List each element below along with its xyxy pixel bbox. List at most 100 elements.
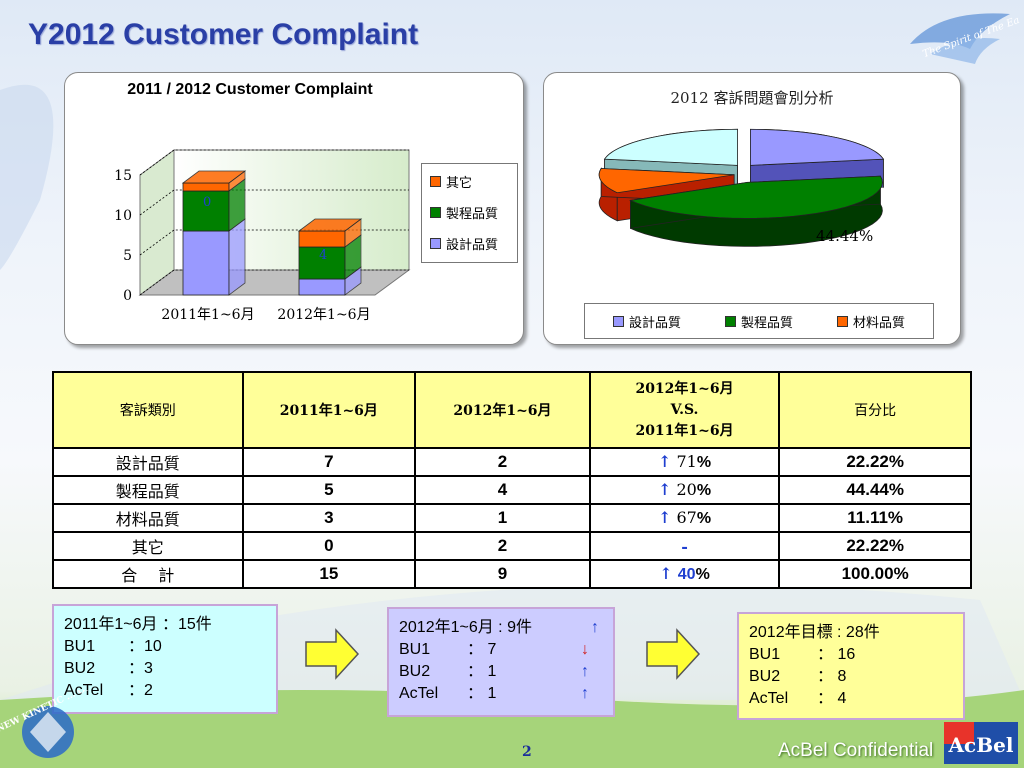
cell-2011: 5 — [241, 475, 417, 505]
pie-chart-title: 2012 客訴問題會別分析 — [670, 89, 834, 107]
legend-swatch — [612, 315, 624, 327]
unit-count: ：3 — [128, 660, 153, 677]
legend-item-material: 材料品質 — [836, 312, 905, 331]
vs-value: - — [681, 536, 688, 556]
bar-chart-panel: 2011 / 2012 Customer Complaint 0 5 10 15 0 20… — [64, 72, 524, 345]
unit-name: BU1 — [399, 641, 431, 658]
confidential-label: AcBel Confidential — [778, 740, 934, 761]
table-row: 合 計 15 9 ↑ 40% 100.00% — [52, 559, 972, 589]
y-tick-label: 10 — [114, 208, 132, 224]
summary-2012-total-text: 2012年1~6月 : 9件 — [399, 619, 532, 636]
cell-vs: ↑ 67% — [588, 503, 781, 533]
legend-swatch — [724, 315, 736, 327]
vs-percent-sign: % — [695, 566, 710, 583]
legend-swatch — [430, 238, 441, 249]
cell-2012: 2 — [414, 531, 591, 561]
acbel-logo: AcBel — [944, 722, 1018, 764]
pie-chart-panel: 2012 客訴問題會別分析 44.44% 設計品質 製程品質 材料品質 — [543, 72, 961, 345]
header-2011: 2011年1~6月 — [241, 371, 417, 449]
complaint-table: 客訴類別 2011年1~6月 2012年1~6月 2012年1~6月 V.S. … — [52, 371, 972, 589]
eagle-logo: The Spirit of The Eagle — [910, 10, 1020, 64]
header-vs-line3: 2011年1~6月 — [635, 422, 734, 439]
summary-2012-total: 2012年1~6月 : 9件 ↑ — [399, 617, 603, 639]
cell-2012: 1 — [414, 503, 591, 533]
legend-label: 其它 — [446, 176, 473, 191]
up-arrow-icon: ↑ — [581, 663, 589, 680]
legend-item-other: 其它 — [422, 166, 517, 197]
unit-name: BU2 — [399, 663, 431, 680]
cell-2011: 0 — [241, 531, 417, 561]
cell-2012: 4 — [414, 475, 591, 505]
cell-category: 合 計 — [52, 559, 244, 589]
vs-value: 20 — [676, 480, 697, 499]
legend-label: 設計品質 — [628, 315, 681, 331]
table-row: 設計品質 7 2 ↑ 71% 22.22% — [52, 447, 972, 477]
unit-count: ： 1 — [467, 663, 497, 680]
bar-front — [298, 246, 346, 280]
bar-chart: 0 5 10 15 0 2011年1~6月 4 2012年1~6月 — [114, 149, 411, 323]
unit-count: ： 7 — [467, 641, 497, 658]
unit-name: BU2 — [64, 660, 96, 677]
bar-front — [182, 230, 230, 296]
summary-row: BU2 ：3 — [64, 658, 266, 680]
cell-percentage: 11.11% — [778, 503, 972, 533]
cell-percentage: 100.00% — [778, 559, 972, 589]
right-arrow-icon — [646, 628, 701, 680]
legend-item-process: 製程品質 — [724, 312, 793, 331]
legend-label: 製程品質 — [446, 207, 499, 222]
summary-2012-box: 2012年1~6月 : 9件 ↑ BU1 ： 7 ↓ BU2 ： 1 ↑ AcTel ： 1 ↑ — [387, 607, 615, 717]
bar-side — [228, 218, 246, 296]
cell-percentage: 22.22% — [778, 447, 972, 477]
up-arrow-icon: ↑ — [581, 685, 589, 702]
y-tick-label: 15 — [114, 168, 132, 184]
header-vs-line2: V.S. — [670, 401, 699, 418]
pie-data-label: 44.44% — [816, 227, 873, 245]
cell-vs: ↑ 71% — [588, 447, 781, 477]
header-vs: 2012年1~6月 V.S. 2011年1~6月 — [588, 371, 781, 449]
legend-label: 設計品質 — [446, 238, 499, 253]
summary-row: AcTel ： 1 ↑ — [399, 683, 603, 705]
pie-chart-legend: 設計品質 製程品質 材料品質 — [584, 303, 934, 339]
legend-item-design: 設計品質 — [612, 312, 681, 331]
bar-front — [298, 278, 346, 296]
vs-value: 40 — [677, 566, 696, 583]
table-row: 製程品質 5 4 ↑ 20% 44.44% — [52, 475, 972, 505]
summary-row: AcTel ： 4 — [749, 688, 953, 710]
table-row: 其它 0 2 - 22.22% — [52, 531, 972, 561]
bar-data-label: 0 — [203, 195, 211, 210]
right-arrow-icon — [305, 628, 360, 680]
cell-category: 設計品質 — [52, 447, 244, 477]
summary-row: BU1 ：10 — [64, 636, 266, 658]
summary-2011-box: 2011年1~6月 ：15件 BU1 ：10 BU2 ：3 AcTel ：2 — [52, 604, 278, 714]
table-row: 材料品質 3 1 ↑ 67% 11.11% — [52, 503, 972, 533]
vs-percent-sign: % — [696, 482, 712, 499]
up-arrow-icon: ↑ — [658, 508, 672, 527]
x-category-label: 2012年1~6月 — [277, 307, 370, 323]
up-arrow-icon: ↑ — [591, 619, 599, 636]
vs-value: 71 — [676, 452, 697, 471]
legend-item-design: 設計品質 — [422, 228, 517, 259]
table-header-row: 客訴類別 2011年1~6月 2012年1~6月 2012年1~6月 V.S. … — [52, 371, 972, 449]
summary-row: AcTel ：2 — [64, 680, 266, 702]
unit-count: ：2 — [128, 682, 153, 699]
y-tick-label: 5 — [123, 248, 132, 264]
page-title: Y2012 Customer Complaint — [28, 18, 419, 51]
y-tick-label: 0 — [123, 288, 132, 304]
unit-count: ： 8 — [817, 668, 847, 685]
up-arrow-icon: ↑ — [659, 564, 673, 583]
pie-slice — [750, 128, 885, 166]
legend-swatch — [430, 176, 441, 187]
cell-2012: 2 — [414, 447, 591, 477]
legend-swatch — [430, 207, 441, 218]
unit-count: ： 1 — [467, 685, 497, 702]
unit-name: BU1 — [749, 646, 781, 663]
up-arrow-icon: ↑ — [658, 480, 672, 499]
cell-2012: 9 — [414, 559, 591, 589]
oem-partner-logo: NEW KINETIC ... OEM & EMS Partner — [0, 690, 110, 758]
unit-count: ： 16 — [817, 646, 856, 663]
down-arrow-icon: ↓ — [581, 641, 589, 658]
legend-item-process: 製程品質 — [422, 197, 517, 228]
target-2012-box: 2012年目標 : 28件 BU1 ： 16 BU2 ： 8 AcTel ： 4 — [737, 612, 965, 720]
legend-label: 材料品質 — [852, 315, 905, 331]
summary-row: BU2 ： 8 — [749, 666, 953, 688]
